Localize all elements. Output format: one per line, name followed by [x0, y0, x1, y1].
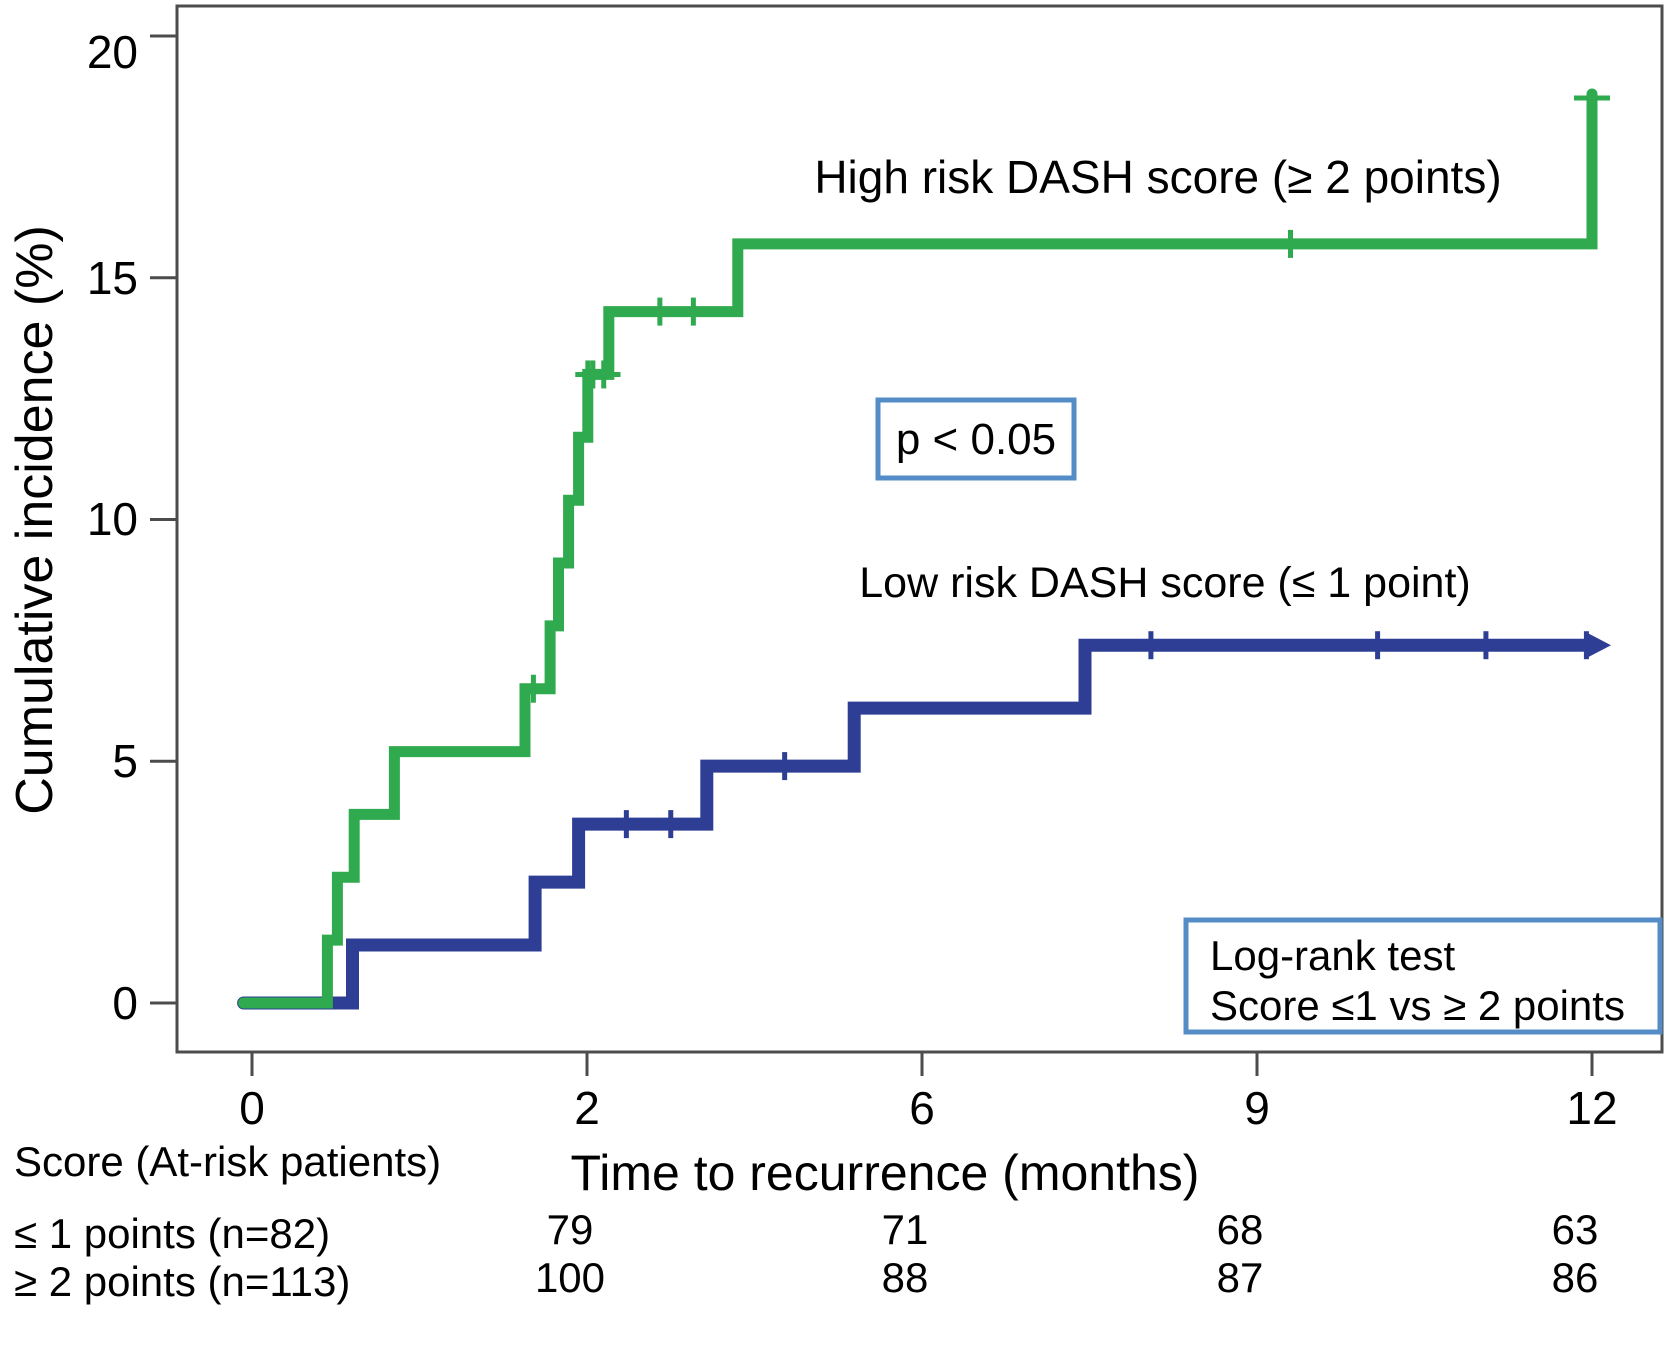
x-tick-label: 0 [239, 1082, 265, 1134]
curves-layer [237, 88, 1611, 1010]
at-risk-value: 87 [1217, 1254, 1264, 1301]
y-axis-title: Cumulative incidence (%) [6, 225, 64, 815]
logrank-text-line1: Log-rank test [1210, 932, 1455, 979]
low-risk-curve [237, 638, 1603, 1010]
x-tick-label: 12 [1566, 1082, 1617, 1134]
plot-frame [175, 4, 1664, 1054]
at-risk-value: 100 [535, 1254, 605, 1301]
at-risk-value: 63 [1552, 1206, 1599, 1253]
high-risk-curve [238, 88, 1598, 1009]
at-risk-row-label: ≥ 2 points (n=113) [14, 1258, 350, 1305]
high-risk-series-label: High risk DASH score (≥ 2 points) [814, 151, 1501, 203]
low-risk-series-label: Low risk DASH score (≤ 1 point) [859, 559, 1470, 607]
at-risk-header: Score (At-risk patients) [14, 1138, 441, 1185]
x-tick-label: 6 [909, 1082, 935, 1134]
at-risk-value: 86 [1552, 1254, 1599, 1301]
y-tick-label: 0 [112, 977, 138, 1029]
x-tick-label: 2 [574, 1082, 600, 1134]
y-tick-label: 20 [87, 26, 138, 78]
logrank-box [1183, 917, 1663, 1035]
logrank-text-line2: Score ≤1 vs ≥ 2 points [1210, 982, 1625, 1029]
at-risk-value: 71 [882, 1206, 929, 1253]
y-tick-label: 10 [87, 493, 138, 545]
y-tick-label: 15 [87, 252, 138, 304]
p-value-text: p < 0.05 [896, 415, 1056, 464]
at-risk-value: 79 [547, 1206, 594, 1253]
x-axis-title: Time to recurrence (months) [571, 1145, 1200, 1201]
curve-end-arrow-icon [1588, 633, 1611, 658]
at-risk-value: 88 [882, 1254, 929, 1301]
y-axis [150, 34, 177, 1005]
y-tick-labels: 0 5 10 15 20 [87, 26, 138, 1029]
x-tick-labels: 0 2 6 9 12 [239, 1082, 1617, 1134]
at-risk-value: 68 [1217, 1206, 1264, 1253]
x-axis [250, 1052, 1594, 1076]
x-tick-label: 9 [1244, 1082, 1270, 1134]
p-value-box [875, 397, 1077, 481]
at-risk-row-label: ≤ 1 points (n=82) [14, 1210, 330, 1257]
y-tick-label: 5 [112, 735, 138, 787]
